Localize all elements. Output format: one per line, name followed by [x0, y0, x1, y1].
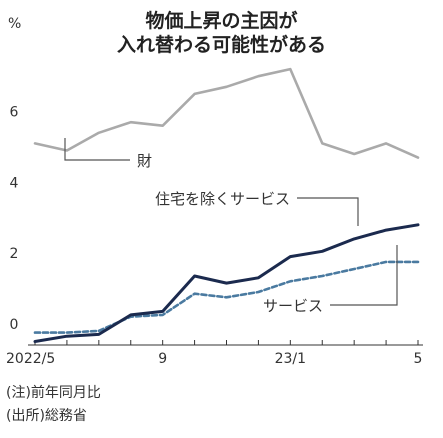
series-label-1: 住宅を除くサービス [155, 190, 290, 208]
y-tick-label-2: 2 [10, 246, 19, 262]
x-tick-label-3: 5 [414, 351, 423, 367]
y-tick-label-1: 4 [10, 175, 19, 191]
series-line-0 [33, 67, 420, 159]
series-label-2: サービス [263, 297, 323, 315]
y-tick-label-0: 6 [10, 105, 19, 121]
chart-title-line1: 物価上昇の主因が [145, 10, 298, 32]
y-tick-label-3: 0 [10, 317, 19, 333]
series-line-1 [33, 223, 420, 343]
x-tick-label-2: 23/1 [275, 351, 306, 367]
note-2: (出所)総務省 [6, 408, 87, 424]
y-axis-unit: % [8, 16, 21, 32]
series-leader-0 [64, 138, 130, 161]
series-line-2 [33, 260, 420, 334]
x-tick-label-1: 9 [158, 351, 167, 367]
series-leader-1 [297, 197, 359, 226]
note-1: (注)前年同月比 [6, 385, 101, 401]
x-tick-label-0: 2022/5 [6, 351, 55, 367]
chart-title-line2: 入れ替わる可能性がある [116, 34, 326, 56]
series-label-0: 財 [137, 152, 152, 170]
series-leader-2 [330, 245, 398, 306]
